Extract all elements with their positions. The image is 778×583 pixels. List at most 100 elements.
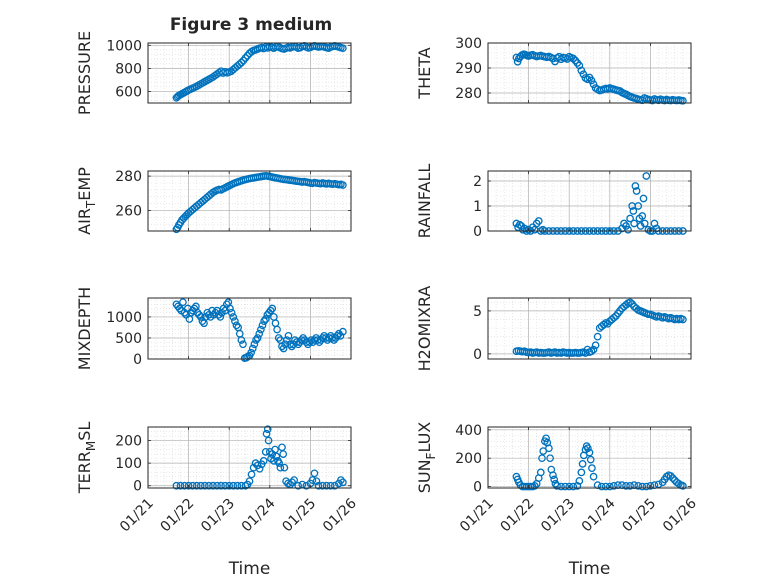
theta-ytick-label: 300 [455,36,482,52]
mixdepth-series [172,298,347,363]
terr_msl-point [322,481,331,490]
terr_msl-ytick-label: 200 [115,434,142,450]
sun_flux-point [550,475,559,484]
h2omixra-plot-area [488,298,691,359]
sun_flux-point [561,482,569,491]
h2omixra-point [679,315,687,324]
theta-ytick-label: 280 [455,86,482,102]
rainfall-point [631,182,640,190]
sun_flux-point [642,482,651,491]
air_temp-ytick-label: 280 [115,169,142,185]
h2omixra-point [587,347,596,356]
h2omixra-point [591,341,600,350]
terr_msl-ytick-label: 0 [133,479,142,495]
terr_msl-point [184,481,193,490]
sun_flux-point [674,479,683,488]
sun_flux-point [557,482,565,491]
mixdepth-point [255,329,264,338]
theta-point [579,70,588,79]
terr_msl-point [176,481,185,490]
terr_msl-point [290,476,299,484]
sun_flux-point [610,482,618,490]
air_temp-series [172,171,347,234]
h2omixra-ytick-label: 0 [473,347,482,363]
sun_flux-point [538,454,546,463]
air_temp-point [339,181,347,189]
mixdepth-point [274,334,283,342]
terr_msl-point [233,481,242,490]
terr_msl-point [326,481,335,490]
terr_msl-point [302,481,311,490]
mixdepth-ylabel: MIXDEPTH [75,287,94,370]
terr_msl-ytick-label: 100 [115,456,142,472]
sun_flux-point [578,460,587,468]
terr_msl-point [264,436,273,445]
sun_flux-point [679,482,687,490]
terr_msl-point [336,476,345,484]
rainfall-point [622,222,630,230]
mixdepth-point [213,306,221,315]
mixdepth-axes-box [147,297,352,360]
mixdepth-axes: 0 500 1000 MIXDEPTH [75,287,352,370]
air_temp-axes-box [147,170,352,232]
mixdepth-ytick-label: 500 [115,331,142,347]
sun_flux-point [586,455,595,464]
theta-axes-box [487,42,692,104]
mixdepth-point [239,340,247,349]
rainfall-point [639,194,648,203]
theta-ytick-label: 290 [455,61,482,77]
pressure-ytick-label: 800 [115,61,142,77]
terr_msl-point [312,477,321,486]
mixdepth-point [260,317,268,325]
mixdepth-point [339,327,347,336]
mixdepth-point [257,325,265,334]
terr_msl-point [314,481,323,490]
terr_msl-point [339,478,347,487]
pressure-point [339,44,347,53]
mixdepth-point [268,304,277,313]
mixdepth-point [175,304,184,313]
mixdepth-point [247,348,255,357]
sun_flux-point [546,454,554,463]
air_temp-ylabel: AIRTEMP [75,167,98,235]
mixdepth-point [266,306,275,315]
sun_flux-point [542,434,550,443]
terr_msl-point [200,481,209,490]
pressure-point [235,60,244,69]
terr_msl-point [205,481,213,490]
mixdepth-point [226,304,234,313]
terr_msl-point [192,481,201,490]
theta-point [577,66,586,75]
sun_flux-point [646,482,655,490]
terr_msl-point [245,477,254,486]
sun_flux-point [545,444,553,453]
mixdepth-point [253,334,262,342]
mixdepth-point [216,313,225,321]
mixdepth-point [227,308,236,317]
rainfall-point [642,172,651,180]
sun_flux-ytick-label: 0 [473,480,482,496]
rainfall-point [632,187,641,195]
sun_flux-point [601,482,610,491]
mixdepth-point [196,313,205,321]
terr_msl-point [310,469,319,478]
sun_flux-axes-box [487,426,692,489]
rainfall-ytick-label: 0 [473,224,482,240]
terr_msl-point [225,481,234,490]
rainfall-point [519,225,527,234]
terr_msl-series [172,425,347,490]
mixdepth-point [232,321,241,330]
terr_msl-point [209,481,217,490]
h2omixra-series [512,298,687,357]
sun_flux-point [666,472,675,480]
pressure-point [243,51,252,60]
rainfall-point [534,217,543,225]
sun_flux-point [634,482,643,490]
figure-title: Figure 3 medium [170,15,332,35]
mixdepth-point [261,315,270,323]
h2omixra-ylabel: H2OMIXRA [415,286,434,372]
sun_flux-xlabel: Time [568,559,611,579]
sun_flux-point [584,444,592,453]
rainfall-ylabel: RAINFALL [415,164,434,239]
